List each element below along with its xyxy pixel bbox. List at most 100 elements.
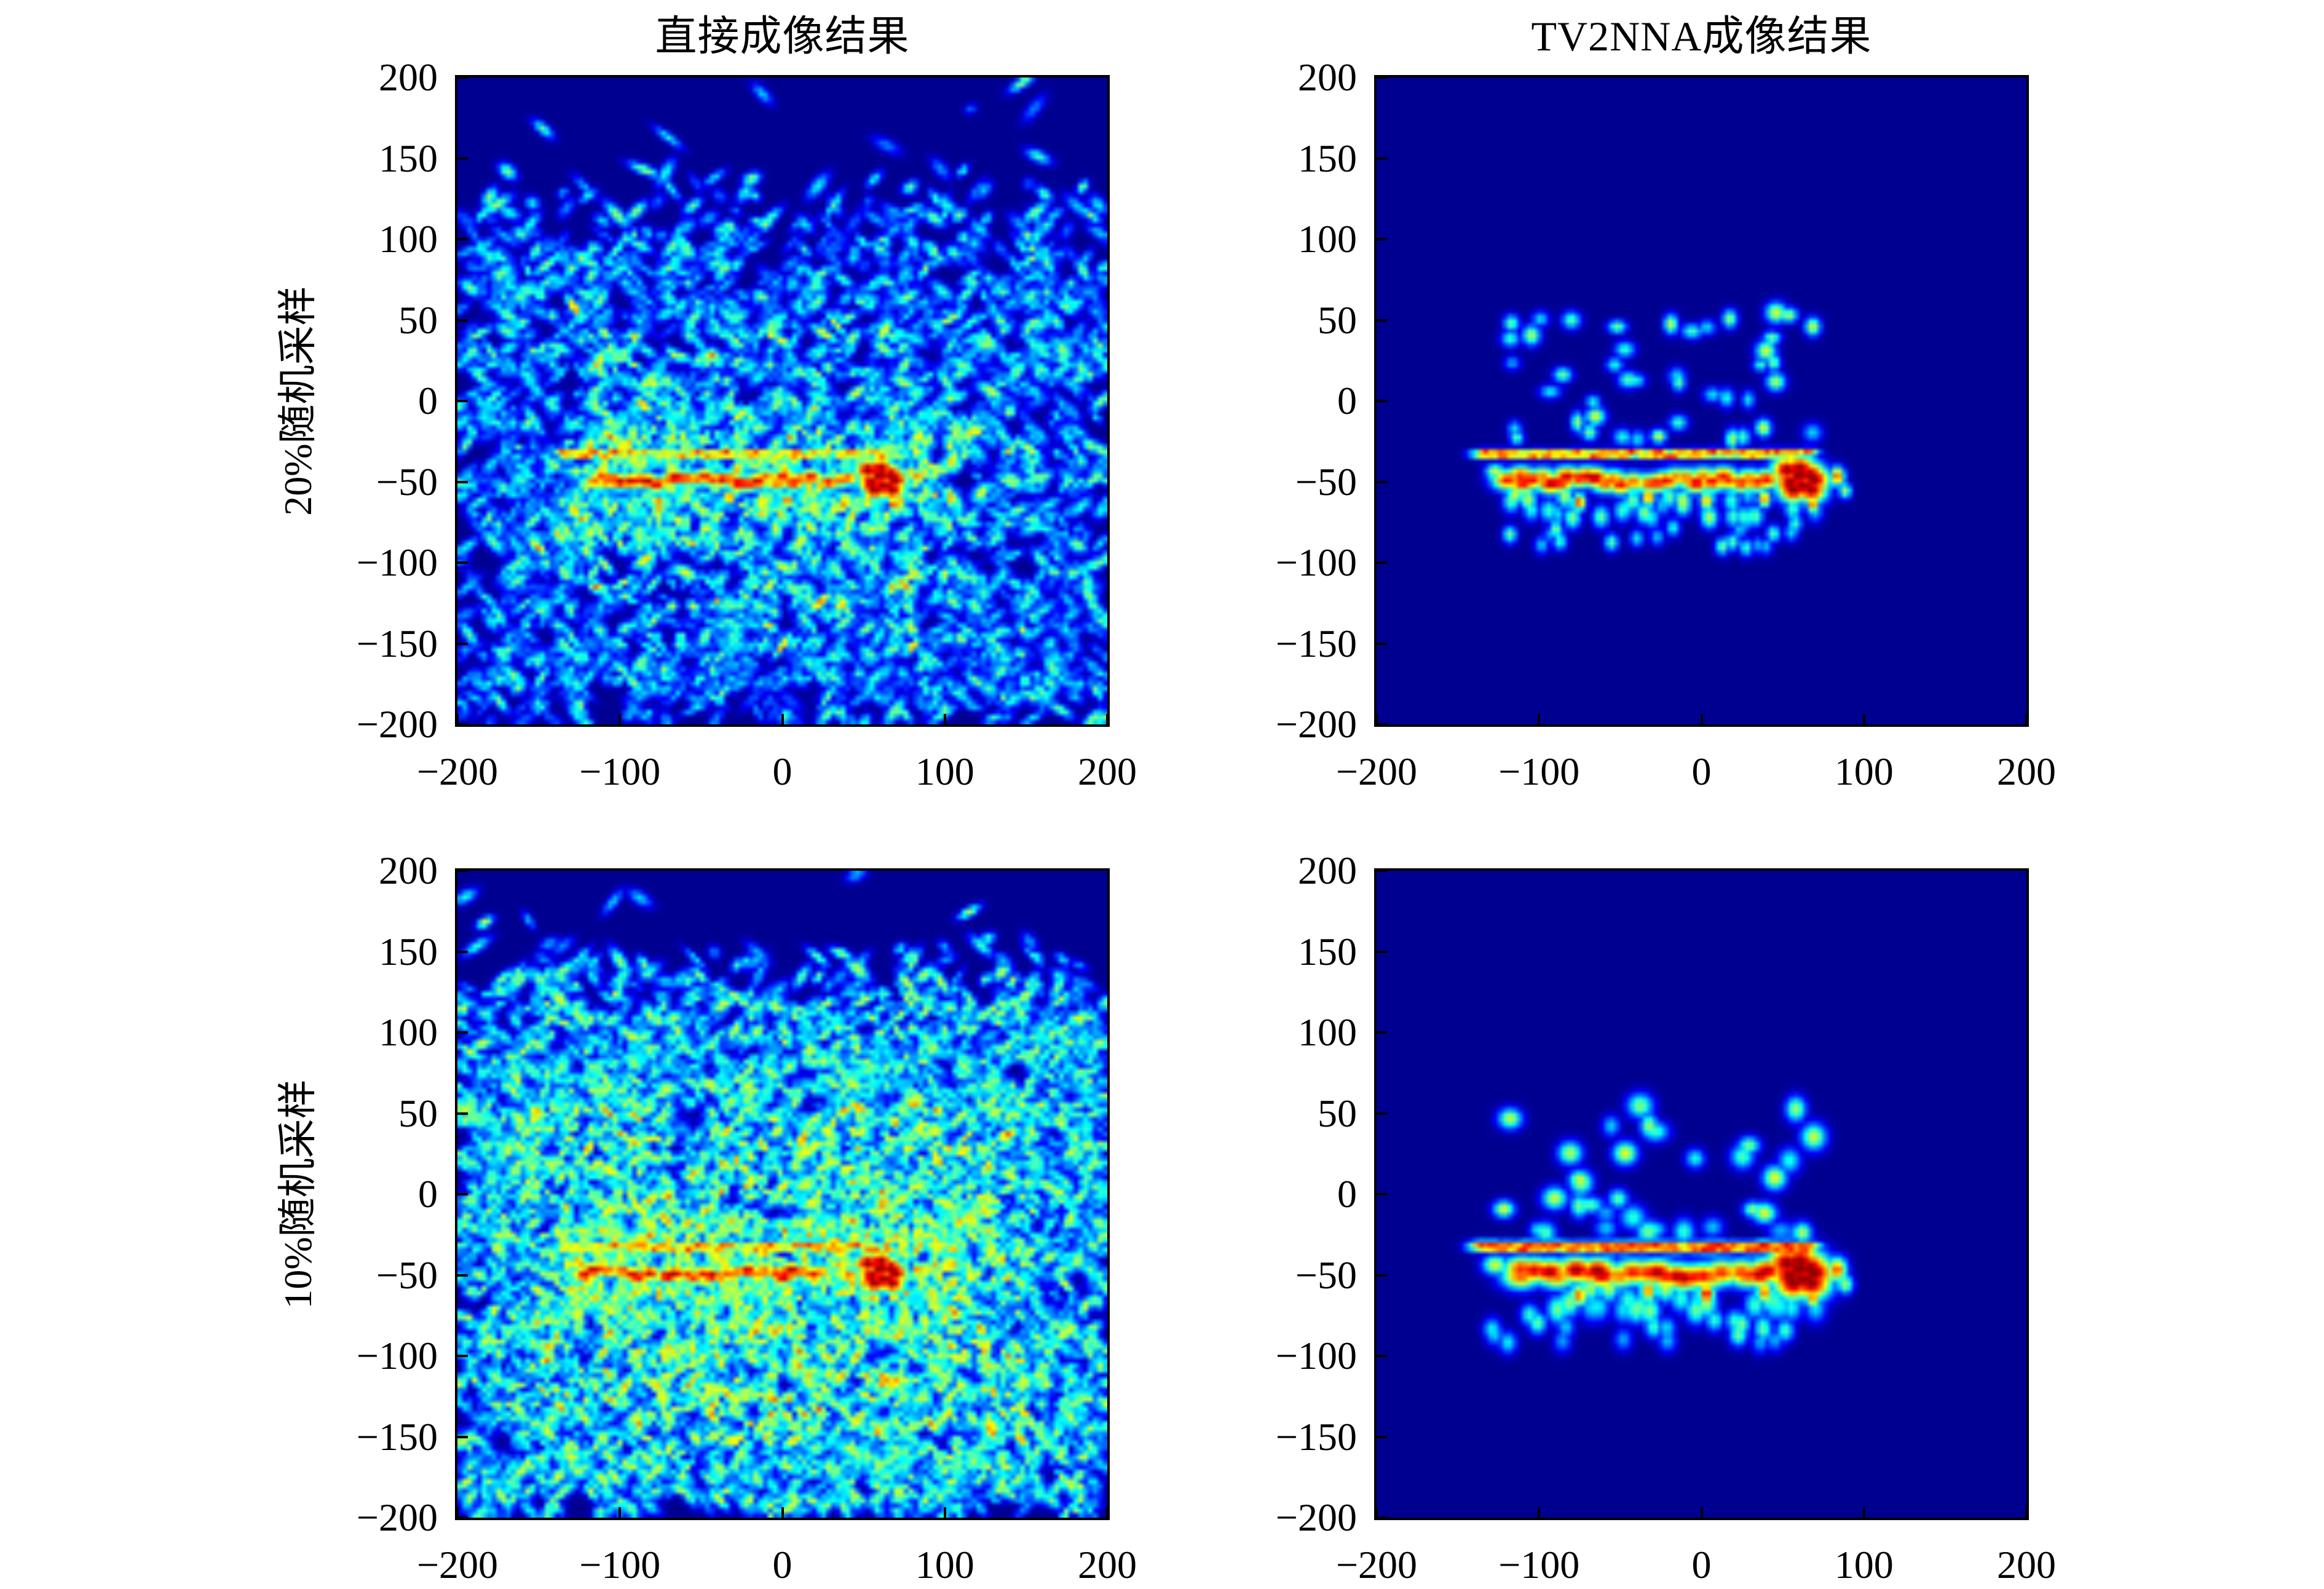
y-tick-label: 0 — [418, 379, 438, 422]
x-tick-mark — [456, 714, 459, 724]
x-tick-label: 0 — [772, 1543, 792, 1587]
y-tick-label: −200 — [356, 1496, 438, 1539]
y-tick-mark — [457, 480, 468, 483]
y-tick-mark — [457, 723, 468, 726]
x-tick-label: 0 — [1691, 750, 1712, 793]
x-tick-mark — [943, 714, 946, 724]
y-tick-mark — [1377, 723, 1387, 726]
y-tick-mark — [1377, 319, 1387, 322]
x-tick-label: 200 — [1997, 1543, 2056, 1587]
x-tick-label: −100 — [579, 1543, 661, 1587]
y-tick-mark — [457, 870, 468, 872]
x-tick-label: 0 — [1691, 1543, 1712, 1587]
column-title-tv2nna-imaging: TV2NNA成像结果 — [1531, 13, 1872, 60]
x-tick-mark — [1106, 1507, 1109, 1518]
x-tick-mark — [943, 1507, 946, 1518]
y-tick-mark — [1377, 1112, 1387, 1115]
y-tick-mark — [1377, 157, 1387, 160]
y-tick-label: −50 — [376, 459, 438, 504]
y-tick-mark — [457, 950, 468, 953]
x-tick-label: −200 — [1335, 1543, 1418, 1587]
x-tick-label: −100 — [1498, 750, 1580, 793]
y-tick-label: −150 — [1275, 1414, 1357, 1459]
y-tick-label: −150 — [1275, 621, 1357, 665]
y-tick-label: 50 — [398, 1091, 438, 1135]
y-tick-label: 150 — [1298, 136, 1357, 180]
y-tick-label: −100 — [1275, 1334, 1357, 1377]
heatmap-direct-10pct — [457, 871, 1107, 1518]
panel-direct-10pct: −200 −100 0 100 200 200 150 100 50 0 −50 −100 −150 −2… — [357, 849, 1137, 1587]
y-tick-label: 150 — [379, 136, 438, 180]
y-tick-label: 150 — [1298, 929, 1357, 973]
x-tick-mark — [1538, 1507, 1541, 1518]
x-tick-label: −100 — [579, 750, 661, 793]
y-tick-label: 50 — [1318, 1091, 1357, 1135]
y-tick-label: 200 — [379, 55, 438, 99]
y-tick-label: 0 — [418, 1172, 438, 1216]
x-tick-label: −200 — [1335, 750, 1418, 793]
y-tick-mark — [1377, 561, 1387, 564]
x-tick-label: 100 — [1834, 1543, 1894, 1587]
y-tick-label: 100 — [379, 1010, 438, 1054]
y-tick-mark — [457, 561, 468, 564]
y-tick-label: 100 — [379, 217, 438, 261]
y-tick-mark — [1377, 950, 1387, 953]
y-tick-mark — [457, 1274, 468, 1277]
x-tick-label: 100 — [915, 750, 974, 793]
y-tick-mark — [457, 157, 468, 160]
x-tick-mark — [1375, 1507, 1378, 1518]
y-tick-mark — [1377, 400, 1387, 402]
y-tick-label: −50 — [1295, 1253, 1357, 1297]
y-tick-mark — [1377, 1031, 1387, 1034]
heatmap-tv2nna-10pct — [1377, 871, 2026, 1518]
y-tick-mark — [1377, 480, 1387, 483]
y-tick-mark — [1377, 1516, 1387, 1519]
y-tick-label: −100 — [1275, 541, 1357, 584]
heatmap-tv2nna-20pct — [1377, 77, 2026, 724]
y-tick-label: 200 — [1298, 55, 1357, 99]
y-tick-label: 150 — [379, 929, 438, 973]
x-tick-mark — [1106, 714, 1109, 724]
y-tick-label: −150 — [356, 621, 438, 665]
y-tick-label: −200 — [1275, 1496, 1357, 1539]
x-tick-label: 200 — [1997, 750, 2056, 793]
y-tick-label: 50 — [398, 298, 438, 342]
x-tick-mark — [2025, 714, 2028, 724]
y-tick-label: −150 — [356, 1414, 438, 1459]
y-tick-mark — [457, 1435, 468, 1438]
panel-tv2nna-20pct: −200 −100 0 100 200 200 150 100 50 0 −50 −100 −150 −2… — [1276, 55, 2056, 793]
x-tick-mark — [619, 1507, 622, 1518]
y-tick-mark — [457, 1193, 468, 1195]
x-tick-mark — [456, 1507, 459, 1518]
y-tick-mark — [457, 238, 468, 240]
panel-direct-20pct: −200 −100 0 100 200 200 150 100 50 0 −50 −100 −150 −2… — [357, 55, 1137, 793]
y-tick-mark — [457, 400, 468, 402]
column-title-direct-imaging: 直接成像结果 — [655, 13, 910, 60]
x-tick-label: −200 — [416, 750, 499, 793]
x-tick-label: 200 — [1078, 750, 1137, 793]
y-tick-label: 200 — [379, 849, 438, 892]
x-tick-mark — [1862, 714, 1865, 724]
y-tick-mark — [1377, 870, 1387, 872]
x-tick-label: 200 — [1078, 1543, 1137, 1587]
panel-tv2nna-10pct: −200 −100 0 100 200 200 150 100 50 0 −50 −100 −150 −2… — [1276, 849, 2056, 1587]
y-tick-label: 50 — [1318, 298, 1357, 342]
y-tick-mark — [457, 1516, 468, 1519]
y-tick-label: −100 — [356, 541, 438, 584]
y-tick-mark — [1377, 238, 1387, 240]
y-tick-label: 200 — [1298, 849, 1357, 892]
y-tick-label: 100 — [1298, 217, 1357, 261]
y-tick-mark — [1377, 1193, 1387, 1195]
y-tick-mark — [1377, 76, 1387, 79]
y-tick-mark — [1377, 1355, 1387, 1357]
heatmap-direct-20pct — [457, 77, 1107, 724]
y-tick-label: 0 — [1337, 379, 1357, 422]
y-tick-mark — [457, 1112, 468, 1115]
x-tick-mark — [1538, 714, 1541, 724]
y-tick-label: −50 — [376, 1253, 438, 1297]
x-tick-mark — [781, 1507, 784, 1518]
x-tick-mark — [1375, 714, 1378, 724]
x-tick-mark — [2025, 1507, 2028, 1518]
y-tick-mark — [1377, 1274, 1387, 1277]
